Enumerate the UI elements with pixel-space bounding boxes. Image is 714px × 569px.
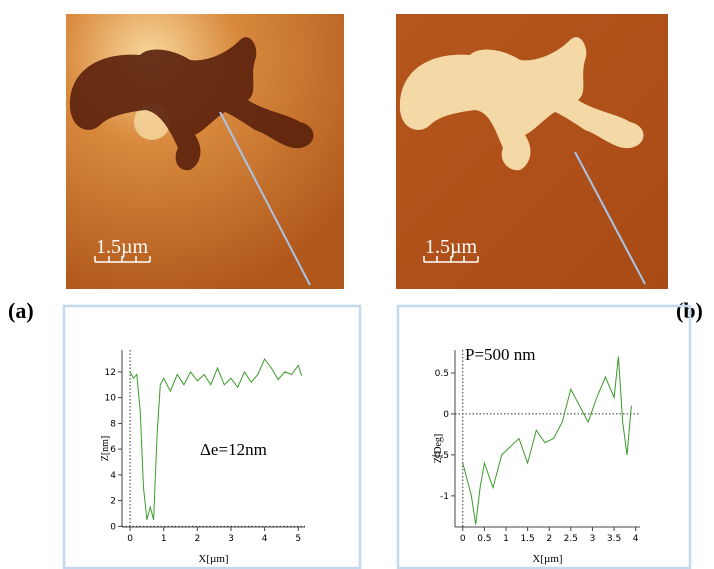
x-tick-label: 1 xyxy=(161,534,167,544)
x-tick-label: 3 xyxy=(228,534,234,544)
x-tick-label: 0.5 xyxy=(477,534,491,544)
x-tick-label: 5 xyxy=(295,534,301,544)
y-tick-label: 0.5 xyxy=(435,369,449,379)
profile-line xyxy=(129,358,303,521)
y-tick-label: 12 xyxy=(105,368,116,378)
x-tick-label: 0 xyxy=(460,534,466,544)
profile-frame xyxy=(396,304,692,569)
y-tick-label: 2 xyxy=(110,497,116,507)
x-tick-label: 0 xyxy=(127,534,133,544)
panel-label: (a) xyxy=(8,298,34,323)
y-tick-label: -0.5 xyxy=(431,451,449,461)
profile-line xyxy=(462,356,632,525)
x-tick-label: 2.5 xyxy=(564,534,578,544)
afm-image-b: 1.5µm xyxy=(396,14,668,289)
y-tick-label: 4 xyxy=(110,471,116,481)
x-tick-label: 2 xyxy=(194,534,200,544)
x-tick-label: 1 xyxy=(503,534,509,544)
x-tick-label: 2 xyxy=(546,534,552,544)
x-tick-label: 3.5 xyxy=(607,534,621,544)
annotation: P=500 nm xyxy=(465,345,536,364)
annotation: Δe=12nm xyxy=(200,440,267,459)
x-tick-label: 3 xyxy=(590,534,596,544)
afm-image-a: 1.5µm xyxy=(66,14,344,289)
y-tick-label: 0 xyxy=(443,410,449,420)
x-axis-label: X[µm] xyxy=(532,553,562,565)
y-tick-label: -1 xyxy=(440,492,449,502)
y-tick-label: 6 xyxy=(110,445,116,455)
x-tick-label: 4 xyxy=(262,534,268,544)
y-axis-label: Z[nm] xyxy=(100,436,111,462)
y-tick-label: 0 xyxy=(110,522,116,532)
y-axis-label: Z[Deg] xyxy=(433,434,444,463)
scale-bar-label: 1.5µm xyxy=(425,236,478,258)
x-tick-label: 1.5 xyxy=(520,534,534,544)
y-tick-label: 10 xyxy=(105,394,117,404)
profile-frame xyxy=(62,304,362,569)
x-axis-label: X[µm] xyxy=(198,553,228,565)
scale-bar-label: 1.5µm xyxy=(96,236,149,258)
y-tick-label: 8 xyxy=(110,419,116,429)
x-tick-label: 4 xyxy=(633,534,639,544)
